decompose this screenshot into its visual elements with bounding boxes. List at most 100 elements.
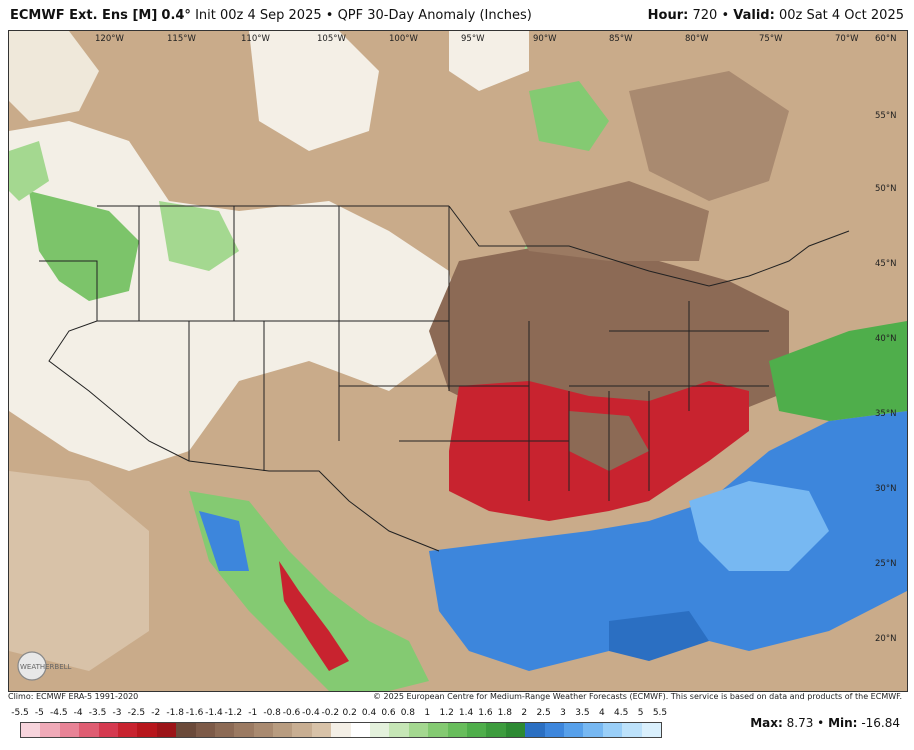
scale-label: 0.4 bbox=[361, 708, 377, 718]
weatherbell-logo: WEATHERBELL bbox=[14, 648, 94, 684]
scale-label: 0.8 bbox=[400, 708, 416, 718]
scale-label: 1.8 bbox=[497, 708, 513, 718]
scale-swatch bbox=[21, 723, 41, 737]
scale-swatch bbox=[525, 723, 545, 737]
scale-swatch bbox=[563, 723, 584, 737]
scale-swatch bbox=[311, 723, 332, 737]
dry-patch bbox=[629, 71, 789, 201]
dry-patch bbox=[509, 181, 709, 261]
scale-label: 1.6 bbox=[478, 708, 493, 718]
scale-label: 5.5 bbox=[652, 708, 668, 718]
anomaly-map: 120°W 115°W 110°W 105°W 100°W 95°W 90°W … bbox=[8, 30, 908, 692]
dry-patch bbox=[9, 471, 149, 671]
scale-label: 1 bbox=[424, 708, 431, 718]
borders bbox=[39, 205, 850, 552]
scale-swatch bbox=[40, 723, 60, 737]
lat-label: 55°N bbox=[875, 111, 896, 121]
scale-label: -1.8 bbox=[166, 708, 184, 718]
scale-label: -0.2 bbox=[321, 708, 340, 718]
wet-patch bbox=[9, 141, 49, 201]
hour-value: 720 bbox=[692, 7, 718, 23]
scale-swatch bbox=[602, 723, 623, 737]
max-min-stats: Max: 8.73 • Min: -16.84 bbox=[750, 716, 900, 730]
lat-label: 25°N bbox=[875, 559, 896, 569]
model-resolution: 0.4° bbox=[161, 7, 191, 23]
lon-label: 90°W bbox=[533, 34, 557, 44]
scale-swatch bbox=[117, 723, 138, 737]
scale-swatch bbox=[331, 723, 351, 737]
lon-label: 95°W bbox=[461, 34, 485, 44]
model-name: ECMWF Ext. Ens [M] bbox=[10, 7, 158, 23]
lon-label: 85°W bbox=[609, 34, 633, 44]
wet-patch bbox=[529, 81, 609, 151]
scale-swatch bbox=[79, 723, 99, 737]
scale-swatch bbox=[98, 723, 118, 737]
header-right: Hour: 720 • Valid: 00z Sat 4 Oct 2025 bbox=[648, 8, 904, 23]
lat-label: 45°N bbox=[875, 259, 896, 269]
scale-swatch bbox=[59, 723, 80, 737]
lon-label: 75°W bbox=[759, 34, 783, 44]
wet-patch bbox=[689, 481, 829, 571]
scale-swatch bbox=[641, 723, 661, 737]
scale-label: -2 bbox=[151, 708, 161, 718]
scale-swatch bbox=[544, 723, 564, 737]
min-label: Min: bbox=[828, 716, 858, 730]
scale-swatch bbox=[370, 723, 390, 737]
scale-label: 4 bbox=[598, 708, 605, 718]
climo-note: Climo: ECMWF ERA-5 1991-2020 bbox=[8, 692, 139, 701]
scale-swatch bbox=[234, 723, 254, 737]
scale-label: -1.4 bbox=[205, 708, 223, 718]
scale-label: -1.2 bbox=[224, 708, 243, 718]
scale-label: -5 bbox=[34, 708, 44, 718]
scale-swatch bbox=[176, 723, 196, 737]
svg-text:WEATHERBELL: WEATHERBELL bbox=[20, 663, 72, 671]
hour-label: Hour: bbox=[647, 7, 689, 23]
scale-label: 0.2 bbox=[342, 708, 357, 718]
scale-swatch bbox=[428, 723, 448, 737]
scale-swatch bbox=[447, 723, 467, 737]
color-scale-bar bbox=[20, 722, 662, 738]
separator: • bbox=[817, 716, 825, 730]
min-value: -16.84 bbox=[861, 716, 900, 730]
scale-label: -3.5 bbox=[88, 708, 107, 718]
wet-patch bbox=[609, 611, 709, 661]
dry-patch bbox=[279, 561, 349, 671]
scale-label: 5 bbox=[637, 708, 644, 718]
color-scale-labels: -5.5 -5 -4.5 -4 -3.5 -3 -2.5 -2 -1.8 -1.6 -1.4 -1.2… bbox=[11, 708, 667, 720]
near-normal-patch bbox=[9, 31, 99, 121]
map-canvas: 120°W 115°W 110°W 105°W 100°W 95°W 90°W … bbox=[9, 31, 907, 691]
valid-value: 00z Sat 4 Oct 2025 bbox=[778, 7, 904, 23]
scale-swatch bbox=[253, 723, 274, 737]
scale-swatch bbox=[505, 723, 526, 737]
scale-swatch bbox=[389, 723, 409, 737]
near-normal-patch bbox=[249, 31, 379, 151]
longitude-labels: 120°W 115°W 110°W 105°W 100°W 95°W 90°W … bbox=[95, 34, 896, 44]
scale-label: -0.4 bbox=[302, 708, 320, 718]
map-header: ECMWF Ext. Ens [M] 0.4° Init 00z 4 Sep 2… bbox=[0, 0, 914, 30]
scale-label: -0.6 bbox=[282, 708, 301, 718]
scale-label: -4 bbox=[73, 708, 83, 718]
lat-label: 40°N bbox=[875, 334, 896, 344]
near-normal-patch bbox=[449, 31, 529, 91]
scale-label: -4.5 bbox=[50, 708, 68, 718]
max-label: Max: bbox=[750, 716, 783, 730]
lat-label: 30°N bbox=[875, 484, 896, 494]
product-name: QPF 30-Day Anomaly (Inches) bbox=[337, 7, 532, 23]
lon-label: 105°W bbox=[317, 34, 346, 44]
scale-swatch bbox=[466, 723, 487, 737]
header-left: ECMWF Ext. Ens [M] 0.4° Init 00z 4 Sep 2… bbox=[10, 8, 532, 23]
scale-label: 3.5 bbox=[575, 708, 590, 718]
scale-label: -0.8 bbox=[263, 708, 281, 718]
wet-gulf-atlantic bbox=[429, 411, 907, 671]
init-time: Init 00z 4 Sep 2025 bbox=[195, 7, 322, 23]
wet-patch bbox=[199, 511, 249, 571]
scale-swatch bbox=[273, 723, 293, 737]
scale-swatch bbox=[292, 723, 312, 737]
lon-label: 120°W bbox=[95, 34, 124, 44]
scale-label: 1.2 bbox=[439, 708, 454, 718]
scale-label: -1.6 bbox=[185, 708, 204, 718]
max-value: 8.73 bbox=[786, 716, 814, 730]
scale-swatch bbox=[137, 723, 157, 737]
scale-label: -5.5 bbox=[11, 708, 29, 718]
separator: • bbox=[721, 7, 730, 23]
